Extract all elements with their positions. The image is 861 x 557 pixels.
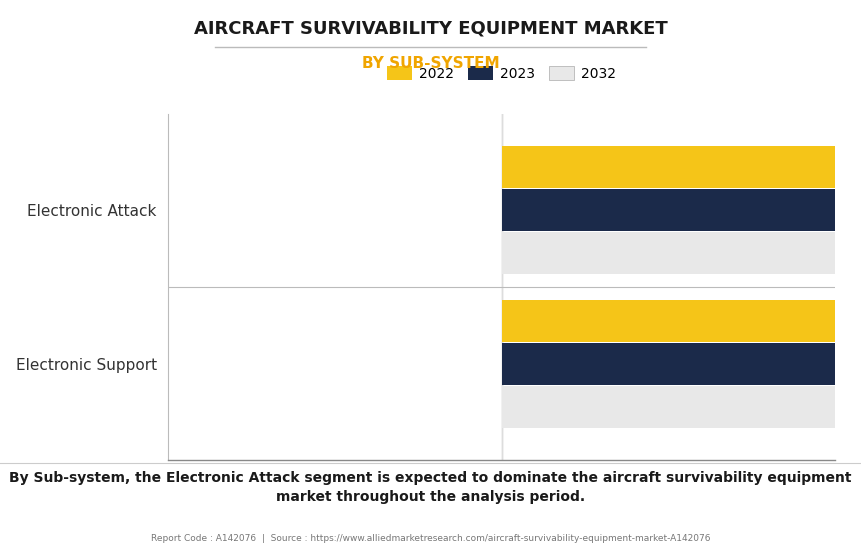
- Text: AIRCRAFT SURVIVABILITY EQUIPMENT MARKET: AIRCRAFT SURVIVABILITY EQUIPMENT MARKET: [194, 19, 667, 37]
- Text: BY SUB-SYSTEM: BY SUB-SYSTEM: [362, 56, 499, 71]
- Bar: [501, 386, 861, 428]
- Legend: 2022, 2023, 2032: 2022, 2023, 2032: [381, 61, 622, 86]
- Bar: [501, 343, 861, 385]
- Text: Report Code : A142076  |  Source : https://www.alliedmarketresearch.com/aircraft: Report Code : A142076 | Source : https:/…: [151, 534, 710, 543]
- Bar: [501, 189, 861, 231]
- Bar: [501, 232, 861, 274]
- Text: By Sub-system, the Electronic Attack segment is expected to dominate the aircraf: By Sub-system, the Electronic Attack seg…: [9, 471, 852, 504]
- Bar: [501, 146, 861, 188]
- Bar: [501, 300, 861, 341]
